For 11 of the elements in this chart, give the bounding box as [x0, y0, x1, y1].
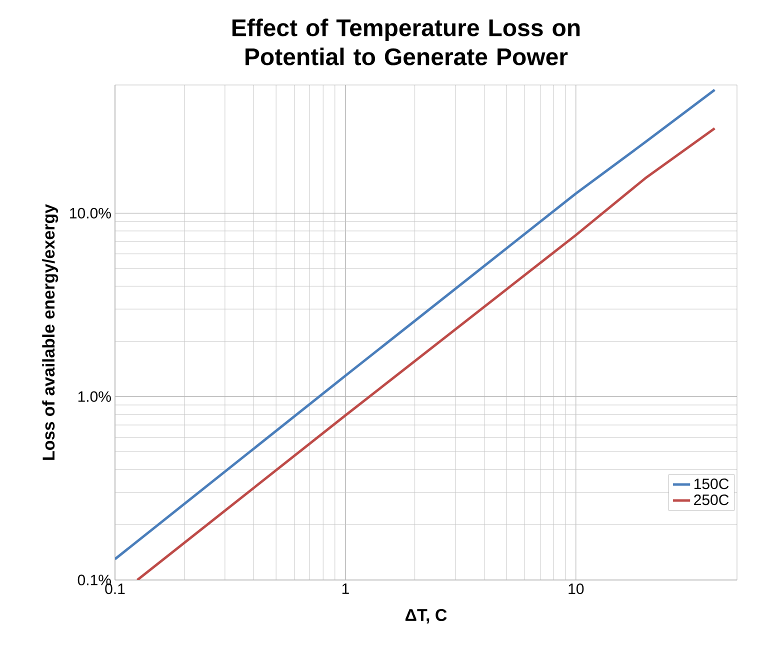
chart-title: Effect of Temperature Loss on Potential to Generate Power	[232, 18, 580, 66]
legend-label: 150C	[694, 478, 729, 490]
y-tick-label: 1.0%	[78, 391, 111, 402]
x-axis-title: ΔT, C	[405, 609, 447, 624]
y-tick-label: 0.1%	[78, 574, 111, 586]
legend-label: 250C	[694, 494, 729, 506]
y-tick-label: 10.0%	[70, 208, 111, 218]
y-axis-title: Loss of available energy/exergy	[42, 204, 58, 460]
x-tick-label: 10	[568, 584, 584, 594]
x-tick-label: 0.1	[105, 584, 125, 594]
x-tick-label: 1	[342, 584, 349, 594]
